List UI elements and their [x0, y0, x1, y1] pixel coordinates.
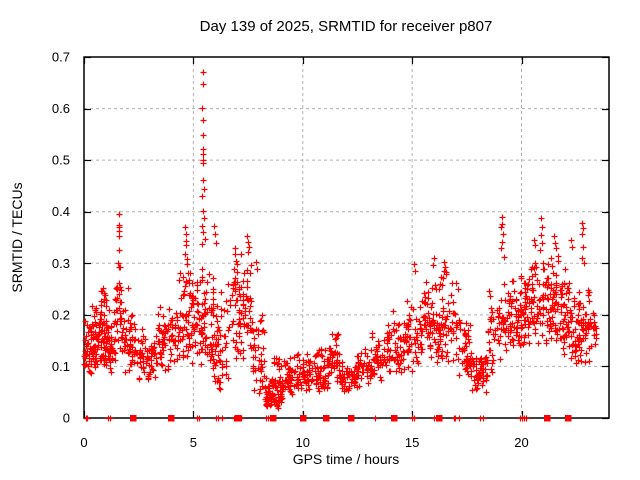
zero-value-marker-cluster	[130, 415, 137, 422]
y-axis-label: SRMTID / TECUs	[9, 182, 25, 292]
chart-title: Day 139 of 2025, SRMTID for receiver p80…	[200, 18, 493, 35]
zero-value-marker-cluster	[235, 415, 242, 422]
zero-value-marker-cluster	[544, 415, 551, 422]
y-tick-label: 0.2	[52, 307, 70, 322]
y-tick-label: 0.3	[52, 256, 70, 271]
zero-value-marker-cluster	[323, 415, 330, 422]
x-tick-label: 15	[405, 435, 419, 450]
zero-value-marker-cluster	[300, 415, 307, 422]
y-tick-label: 0.1	[52, 359, 70, 374]
zero-value-marker-cluster	[436, 415, 443, 422]
zero-value-marker-cluster	[270, 415, 277, 422]
x-tick-labels: 0 5 10 15 20	[80, 435, 528, 450]
x-axis-label: GPS time / hours	[293, 451, 400, 467]
y-tick-label: 0.4	[52, 204, 70, 219]
axis-text: Day 139 of 2025, SRMTID for receiver p80…	[9, 18, 529, 467]
zero-value-marker-cluster	[168, 415, 175, 422]
x-tick-label: 20	[514, 435, 528, 450]
x-tick-label: 5	[190, 435, 197, 450]
zero-value-marker-cluster	[348, 415, 355, 422]
x-tick-label: 0	[80, 435, 87, 450]
zero-value-marker-cluster	[391, 415, 398, 422]
y-tick-labels: 0 0.1 0.2 0.3 0.4 0.5 0.6 0.7	[52, 50, 70, 426]
scatter-points	[81, 69, 600, 422]
x-tick-label: 10	[296, 435, 310, 450]
y-tick-label: 0.5	[52, 153, 70, 168]
plot-frame	[83, 56, 610, 419]
zero-value-marker-cluster	[565, 415, 572, 422]
grid-lines	[84, 57, 609, 418]
y-tick-label: 0.7	[52, 50, 70, 65]
y-tick-label: 0	[63, 411, 70, 426]
frame-border	[83, 56, 610, 419]
y-tick-label: 0.6	[52, 101, 70, 116]
data-point-markers	[81, 69, 600, 422]
